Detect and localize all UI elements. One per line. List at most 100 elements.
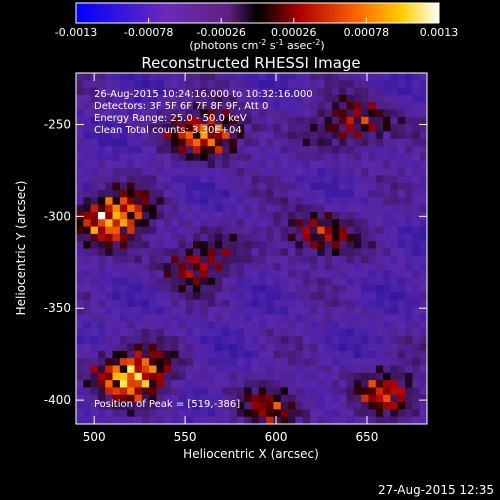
heatmap-cell [134,109,143,118]
heatmap-cell [353,190,362,198]
heatmap-cell [339,94,347,103]
heatmap-cell [83,226,92,235]
heatmap-cell [236,197,245,206]
heatmap-cell [200,109,209,118]
heatmap-cell [112,387,121,396]
heatmap-cell [163,248,172,257]
heatmap-cell [353,409,362,418]
heatmap-cell [288,372,296,381]
heatmap-cell [83,175,92,184]
heatmap-cell [353,138,362,147]
heatmap-cell [368,358,377,366]
heatmap-cell [273,321,282,330]
heatmap-cell [141,416,150,424]
heatmap-cell [193,350,201,359]
heatmap-cell [141,153,150,162]
heatmap-cell [193,343,201,352]
heatmap-cell [317,219,326,227]
heatmap-cell [273,336,282,344]
heatmap-cell [331,102,340,110]
heatmap-cell [361,307,369,315]
heatmap-cell [163,292,172,301]
heatmap-cell [171,146,179,154]
heatmap-cell [288,204,296,213]
heatmap-cell [280,204,289,213]
heatmap-cell [163,365,172,374]
heatmap-cell [97,102,106,110]
heatmap-cell [251,175,260,184]
heatmap-cell [331,307,340,315]
heatmap-cell [222,416,230,424]
heatmap-cell [405,182,413,191]
heatmap-cell [375,328,384,337]
heatmap-cell [105,233,113,242]
heatmap-cell [127,380,135,388]
heatmap-cell [222,73,230,81]
heatmap-cell [127,402,135,410]
heatmap-cell [353,197,362,206]
heatmap-cell [97,270,106,279]
heatmap-cell [105,102,113,110]
y-tick-label: -300 [44,209,71,223]
heatmap-cell [317,87,326,96]
heatmap-cell [185,299,194,308]
heatmap-cell [295,197,304,206]
heatmap-cell [397,285,406,293]
heatmap-cell [353,358,362,366]
heatmap-cell [324,328,333,337]
heatmap-cell [295,175,304,184]
heatmap-cell [149,248,157,257]
heatmap-cell [134,307,143,315]
heatmap-cell [258,358,267,366]
heatmap-cell [90,160,99,169]
heatmap-cell [310,380,318,388]
heatmap-cell [324,299,333,308]
heatmap-cell [339,87,347,96]
heatmap-cell [90,394,99,403]
heatmap-cell [361,350,369,359]
heatmap-cell [156,80,165,89]
heatmap-cell [222,87,230,96]
heatmap-cell [419,314,427,323]
heatmap-cell [141,270,150,279]
heatmap-cell [361,73,369,81]
heatmap-cell [207,197,216,206]
heatmap-cell [156,73,165,81]
heatmap-cell [222,409,230,418]
heatmap-cell [346,233,355,242]
heatmap-cell [251,248,260,257]
heatmap-cell [97,394,106,403]
heatmap-cell [105,87,113,96]
heatmap-cell [397,233,406,242]
heatmap-cell [127,321,135,330]
heatmap-cell [273,270,282,279]
heatmap-cell [419,387,427,396]
heatmap-cell [141,372,150,381]
heatmap-cell [83,116,92,125]
heatmap-cell [185,402,194,410]
heatmap-cell [229,160,238,169]
heatmap-cell [90,307,99,315]
heatmap-cell [251,307,260,315]
heatmap-cell [346,263,355,271]
heatmap-cell [76,350,84,359]
heatmap-cell [119,350,128,359]
heatmap-cell [288,409,296,418]
heatmap-cell [163,190,172,198]
heatmap-cell [200,160,209,169]
heatmap-cell [375,380,384,388]
heatmap-cell [302,190,311,198]
heatmap-cell [383,175,391,184]
heatmap-cell [353,131,362,140]
heatmap-cell [258,380,267,388]
heatmap-cell [156,270,165,279]
heatmap-cell [200,343,209,352]
heatmap-cell [185,102,194,110]
heatmap-cell [229,211,238,220]
heatmap-cell [200,350,209,359]
heatmap-cell [171,226,179,235]
heatmap-cell [193,138,201,147]
heatmap-cell [134,160,143,169]
heatmap-cell [295,285,304,293]
heatmap-cell [112,204,121,213]
